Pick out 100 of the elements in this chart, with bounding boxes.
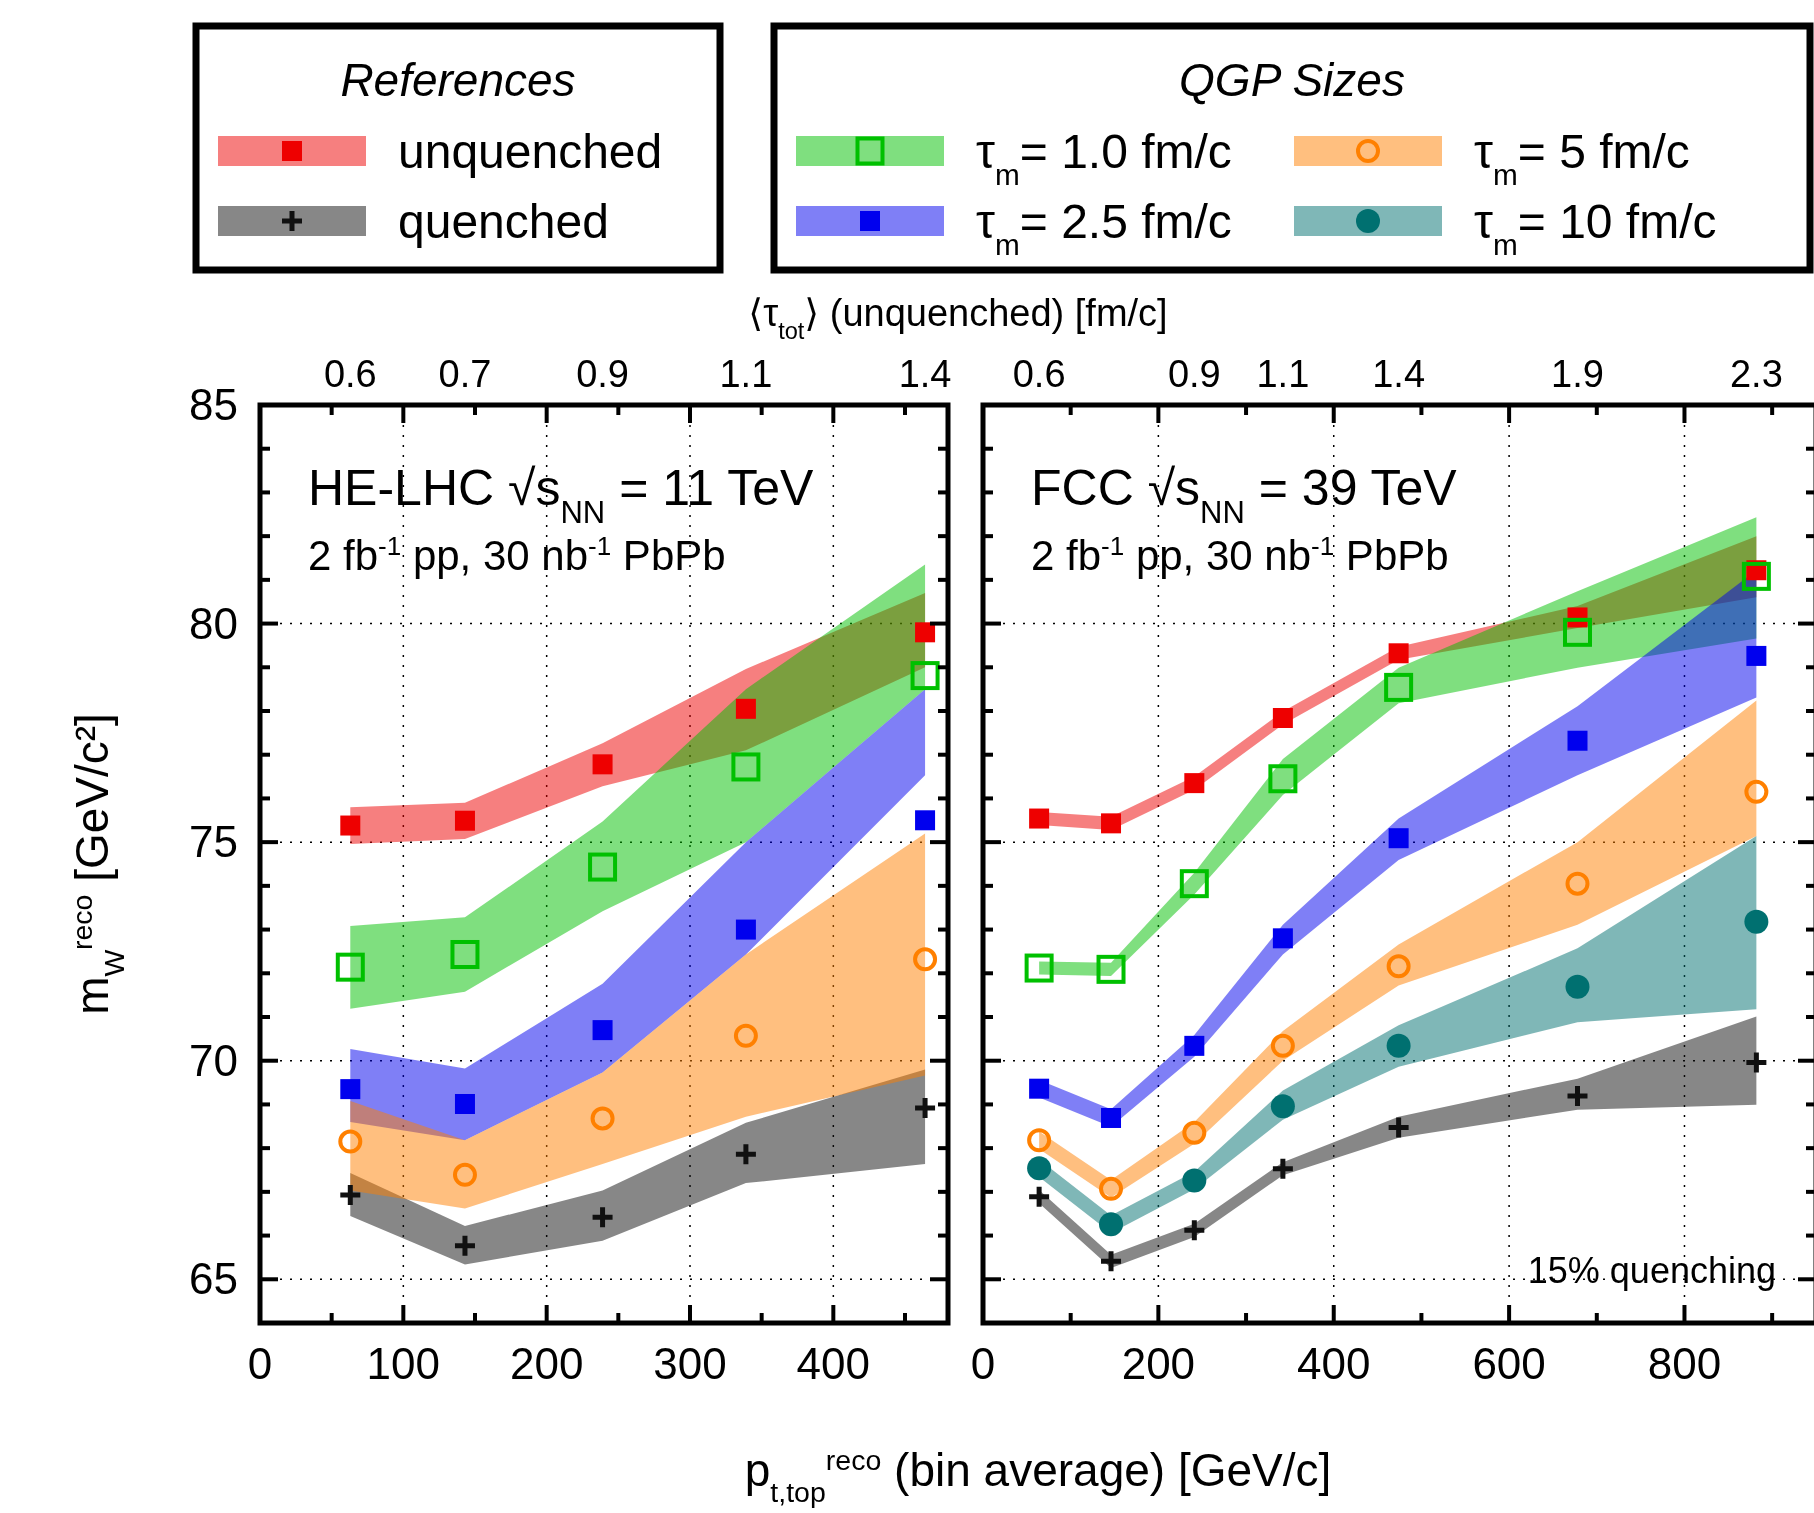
- point: [735, 698, 756, 719]
- point: [340, 1079, 361, 1100]
- point: [1270, 1156, 1296, 1182]
- y-tick-label: 85: [189, 380, 238, 429]
- point: [1565, 1083, 1590, 1109]
- point: [1029, 808, 1050, 829]
- point: [915, 810, 936, 831]
- x-tick-label: 200: [1121, 1339, 1196, 1388]
- point: [1746, 645, 1767, 666]
- point: [588, 852, 618, 882]
- legend-label: τ$_{m}$= 1.0 fm/c: [976, 125, 1232, 191]
- annotation: 2 fb$^{-1}$ pp, 30 nb$^{-1}$ PbPb: [308, 531, 726, 579]
- point: [1099, 1212, 1124, 1237]
- x-tick-label: 200: [509, 1339, 584, 1388]
- point: [1272, 707, 1293, 728]
- point: [1384, 672, 1414, 702]
- point: [1744, 779, 1769, 804]
- annotation: 2 fb$^{-1}$ pp, 30 nb$^{-1}$ PbPb: [1031, 531, 1449, 579]
- legend-label: τ$_{m}$= 10 fm/c: [1474, 195, 1717, 261]
- point: [340, 815, 361, 836]
- x-tick-label: 400: [796, 1339, 871, 1388]
- point: [590, 1106, 615, 1131]
- point: [1744, 909, 1769, 934]
- point: [1101, 1107, 1122, 1128]
- point: [913, 947, 938, 972]
- point: [915, 622, 936, 643]
- point: [1029, 1078, 1050, 1099]
- text: 1.9: [1551, 353, 1604, 395]
- x-tick-label: 0: [970, 1339, 996, 1388]
- x-tick-label: 800: [1647, 1339, 1722, 1388]
- text: 1.1: [1256, 353, 1310, 395]
- point: [454, 1093, 475, 1114]
- point: [735, 919, 756, 940]
- point: [1027, 1128, 1052, 1153]
- annotation: 15% quenching: [1527, 1250, 1776, 1291]
- text: 0.9: [576, 353, 629, 395]
- point: [1182, 1120, 1207, 1145]
- point: [1270, 1033, 1295, 1058]
- legend-title: References: [340, 54, 576, 106]
- point: [450, 939, 480, 969]
- y-tick-label: 75: [189, 817, 238, 867]
- text: 0.6: [323, 353, 377, 395]
- point: [912, 1095, 938, 1121]
- point: [1099, 1176, 1124, 1201]
- y-tick-label: 65: [189, 1254, 238, 1304]
- point: [1565, 871, 1590, 896]
- x-tick-label: 600: [1472, 1339, 1546, 1388]
- y-tick-label: 70: [189, 1035, 238, 1085]
- point: [733, 1141, 759, 1167]
- point: [1268, 764, 1298, 794]
- point: [1027, 1156, 1052, 1181]
- point: [1184, 1035, 1205, 1056]
- legend-label: τ$_{m}$= 5 fm/c: [1474, 125, 1690, 191]
- point: [1182, 1168, 1207, 1193]
- x2-axis-title: ⟨τ$_{tot}$⟩ (unquenched) [fm/c]: [748, 292, 1168, 344]
- point: [1565, 974, 1590, 999]
- x-axis-title: p$_{t,top}$$^{reco}$ (bin average) [GeV/c]: [744, 1444, 1332, 1508]
- legend-title: QGP Sizes: [1179, 54, 1405, 106]
- point: [452, 1233, 478, 1259]
- point: [454, 810, 475, 831]
- point: [1101, 813, 1122, 834]
- point: [1096, 954, 1126, 984]
- point: [592, 1020, 613, 1041]
- point: [1386, 1033, 1411, 1058]
- point: [1024, 953, 1054, 983]
- text: 0.9: [1167, 353, 1221, 395]
- point: [1743, 1049, 1769, 1075]
- point: [910, 661, 940, 691]
- point: [733, 1023, 758, 1048]
- text: 1.4: [1372, 353, 1426, 395]
- point: [1184, 773, 1205, 794]
- text: 2.3: [1729, 353, 1783, 395]
- y-tick-label: 80: [189, 598, 238, 648]
- point: [452, 1162, 477, 1187]
- point: [1026, 1184, 1052, 1210]
- point: [338, 1129, 363, 1154]
- legend-label: quenched: [398, 195, 609, 248]
- text: 0.6: [1012, 353, 1066, 395]
- point: [1098, 1248, 1124, 1274]
- annotation: HE-LHC √s$_{NN}$ = 11 TeV: [308, 460, 814, 530]
- x-tick-label: 0: [247, 1339, 273, 1388]
- annotation: FCC √s$_{NN}$ = 39 TeV: [1031, 460, 1458, 530]
- point: [592, 754, 613, 775]
- legend-label: τ$_{m}$= 2.5 fm/c: [976, 195, 1232, 261]
- point: [1386, 1115, 1412, 1141]
- point: [1388, 828, 1409, 849]
- point: [1567, 730, 1588, 751]
- text: 1.4: [898, 353, 952, 395]
- point: [1181, 1217, 1207, 1243]
- point: [1741, 561, 1771, 591]
- point: [1386, 954, 1411, 979]
- text: 1.1: [719, 353, 773, 395]
- x-tick-label: 400: [1297, 1339, 1371, 1388]
- point: [1270, 1094, 1295, 1119]
- point: [1272, 928, 1293, 949]
- text: 0.7: [438, 353, 492, 395]
- point: [1563, 617, 1592, 647]
- point: [1179, 869, 1209, 899]
- x-tick-label: 100: [366, 1339, 441, 1388]
- point: [335, 952, 365, 982]
